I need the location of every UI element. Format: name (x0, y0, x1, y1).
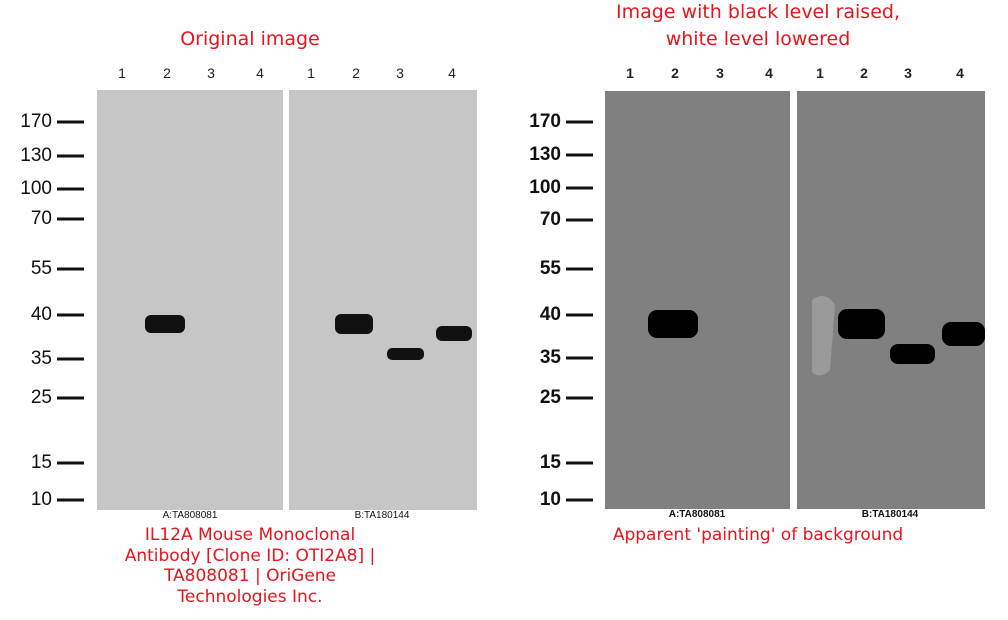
lane-label: 2 (671, 65, 679, 81)
lane-label: 2 (163, 65, 171, 81)
panel-title: white level lowered (666, 28, 851, 50)
band (436, 326, 472, 341)
lane-label: 2 (352, 65, 360, 81)
panel-title: Original image (180, 28, 320, 50)
lane-label: 3 (396, 65, 404, 81)
marker-label: 10 (540, 489, 561, 510)
marker-label: 70 (540, 209, 561, 230)
marker-label: 130 (529, 144, 561, 165)
caption: Antibody [Clone ID: OTI2A8] | (125, 546, 376, 566)
marker-label: 40 (31, 304, 52, 325)
membrane (97, 90, 283, 510)
marker-label: 35 (540, 347, 562, 368)
membrane (289, 90, 477, 510)
lane-label: 4 (448, 65, 456, 81)
marker-label: 170 (529, 111, 561, 132)
blot-label: A:TA808081 (163, 510, 218, 521)
band (335, 314, 373, 334)
panel-title: Image with black level raised, (616, 1, 900, 23)
lane-label: 3 (716, 65, 724, 81)
band (890, 344, 935, 364)
marker-label: 55 (540, 258, 562, 279)
blot-label: A:TA808081 (669, 509, 726, 520)
marker-label: 55 (31, 258, 52, 279)
marker-label: 130 (20, 145, 52, 166)
band (838, 309, 885, 339)
marker-label: 15 (31, 452, 52, 473)
marker-label: 40 (540, 304, 561, 325)
band (145, 315, 185, 333)
blot-label: B:TA180144 (862, 509, 919, 520)
marker-label: 100 (20, 178, 52, 199)
lane-label: 4 (256, 65, 264, 81)
marker-label: 15 (540, 452, 562, 473)
caption: Technologies Inc. (176, 587, 322, 607)
background-artifact (812, 296, 835, 376)
lane-label: 1 (816, 65, 824, 81)
marker-label: 170 (20, 111, 52, 132)
lane-label: 4 (765, 65, 773, 81)
caption: Apparent 'painting' of background (613, 525, 903, 545)
marker-label: 25 (540, 387, 562, 408)
lane-label: 3 (904, 65, 912, 81)
marker-label: 10 (31, 489, 52, 510)
band (648, 310, 698, 338)
caption: TA808081 | OriGene (163, 566, 336, 586)
marker-label: 25 (31, 387, 52, 408)
band (942, 322, 985, 346)
lane-label: 1 (307, 65, 315, 81)
marker-label: 35 (31, 348, 52, 369)
band (387, 348, 424, 360)
lane-label: 2 (860, 65, 868, 81)
marker-label: 70 (31, 208, 52, 229)
membrane (605, 91, 790, 509)
lane-label: 4 (956, 65, 964, 81)
lane-label: 1 (626, 65, 634, 81)
marker-label: 100 (529, 177, 561, 198)
blot-label: B:TA180144 (355, 510, 410, 521)
caption: IL12A Mouse Monoclonal (145, 525, 355, 545)
lane-label: 1 (118, 65, 126, 81)
lane-label: 3 (207, 65, 215, 81)
